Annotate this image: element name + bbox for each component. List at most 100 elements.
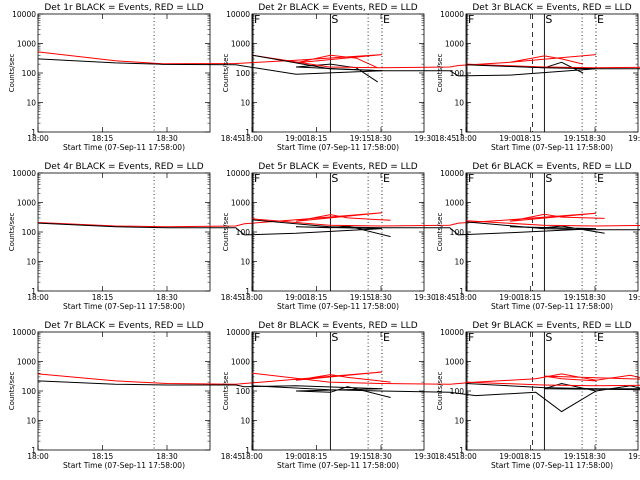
series-lld-line [465,381,640,387]
y-tick-label: 1000 [445,358,464,367]
x-tick-label: 19:00 [285,452,307,461]
x-tick-label: 18:30 [584,293,606,302]
y-tick-label: 100 [450,69,465,78]
y-tick-label: 1000 [17,358,36,367]
series-events-line [37,380,391,398]
event-marker-label-e: E [597,331,604,344]
y-axis-label: Counts/sec [436,213,444,252]
panel-3: Det 3r BLACK = Events, RED = LLD 1 10 100 10… [436,3,640,152]
event-marker-label-e: E [383,172,390,185]
y-axis-label: Counts/sec [222,372,230,411]
x-tick-label: 19:30 [628,134,640,143]
x-tick-label: 18:45 [221,452,243,461]
x-tick-label: 19:15 [564,452,586,461]
x-tick-label: 19:15 [564,293,586,302]
y-tick-label: 100 [450,387,465,396]
event-marker-label-f: F [468,13,474,26]
y-tick-label: 1000 [17,199,36,208]
plot-frame [465,172,639,292]
series-events-line [37,58,383,83]
y-tick-label: 1 [31,287,36,296]
x-tick-label: 19:15 [350,293,372,302]
x-tick-label: 19:30 [628,452,640,461]
y-tick-label: 100 [22,387,37,396]
x-axis-label: Start Time (07-Sep-11 17:58:00) [277,143,399,152]
event-marker-label-s: S [331,331,338,344]
panel-1: Det 1r BLACK = Events, RED = LLD 1 10 100 10… [8,3,533,152]
series-lld-line [465,63,640,69]
x-tick-label: 18:15 [520,134,542,143]
series-lld-line [251,54,597,69]
x-tick-label: 19:15 [350,452,372,461]
panel-title: Det 5r BLACK = Events, RED = LLD [258,162,417,172]
y-tick-label: 10000 [12,10,36,19]
event-marker-label-f: F [254,331,260,344]
y-tick-label: 10 [26,417,36,426]
x-tick-label: 18:45 [435,452,457,461]
y-tick-label: 1000 [17,40,36,49]
x-tick-label: 19:30 [414,134,436,143]
x-tick-label: 18:15 [306,134,328,143]
x-tick-label: 18:30 [156,452,178,461]
y-axis-label: Counts/sec [8,54,16,93]
y-tick-label: 1 [31,446,36,455]
y-axis-label: Counts/sec [222,213,230,252]
event-marker-label-e: E [383,13,390,26]
plot-frame [37,331,211,451]
y-tick-label: 10 [454,417,464,426]
y-tick-label: 10 [454,258,464,267]
series-lld-line [37,371,391,385]
x-tick-label: 18:45 [435,293,457,302]
y-tick-label: 1000 [231,358,250,367]
x-tick-label: 18:30 [584,134,606,143]
x-tick-label: 18:00 [27,134,49,143]
event-marker-label-s: S [331,13,338,26]
y-tick-label: 10000 [226,169,250,178]
x-tick-label: 18:15 [92,134,114,143]
x-tick-label: 18:15 [520,452,542,461]
x-tick-label: 19:30 [628,293,640,302]
event-marker-label-f: F [468,331,474,344]
y-tick-label: 10000 [12,328,36,337]
x-tick-label: 18:30 [156,134,178,143]
y-tick-label: 10 [454,99,464,108]
y-tick-label: 10000 [440,169,464,178]
panel-5: Det 5r BLACK = Events, RED = LLD 1 10 100 10… [222,162,640,311]
series-lld-line [251,212,605,227]
plot-frame [465,13,639,133]
plot-frame [37,172,211,292]
y-tick-label: 1 [245,287,250,296]
event-marker-label-s: S [545,13,552,26]
series-events-line [465,221,640,231]
series-events-line [251,382,640,413]
y-tick-label: 1000 [231,199,250,208]
panel-8: Det 8r BLACK = Events, RED = LLD 1 10 100 10… [222,321,640,470]
x-tick-label: 18:15 [306,452,328,461]
y-tick-label: 100 [236,387,251,396]
panel-title: Det 3r BLACK = Events, RED = LLD [472,3,631,13]
x-tick-label: 18:00 [27,452,49,461]
x-tick-label: 19:00 [499,134,521,143]
y-tick-label: 1 [459,287,464,296]
x-tick-label: 18:00 [241,134,263,143]
series-events-line [251,219,605,236]
event-marker-label-e: E [383,331,390,344]
y-tick-label: 1000 [231,40,250,49]
x-tick-label: 18:15 [306,293,328,302]
x-tick-label: 18:00 [455,293,477,302]
x-tick-label: 19:15 [350,134,372,143]
y-tick-label: 10 [240,417,250,426]
y-tick-label: 1000 [445,40,464,49]
x-tick-label: 18:00 [241,293,263,302]
event-marker-label-s: S [545,172,552,185]
x-axis-label: Start Time (07-Sep-11 17:58:00) [491,302,613,311]
y-tick-label: 1000 [445,199,464,208]
event-marker-label-s: S [331,172,338,185]
y-axis-label: Counts/sec [436,372,444,411]
x-tick-label: 19:00 [285,293,307,302]
x-tick-label: 18:45 [221,293,243,302]
x-axis-label: Start Time (07-Sep-11 17:58:00) [491,461,613,470]
x-axis-label: Start Time (07-Sep-11 17:58:00) [63,461,185,470]
y-axis-label: Counts/sec [8,213,16,252]
